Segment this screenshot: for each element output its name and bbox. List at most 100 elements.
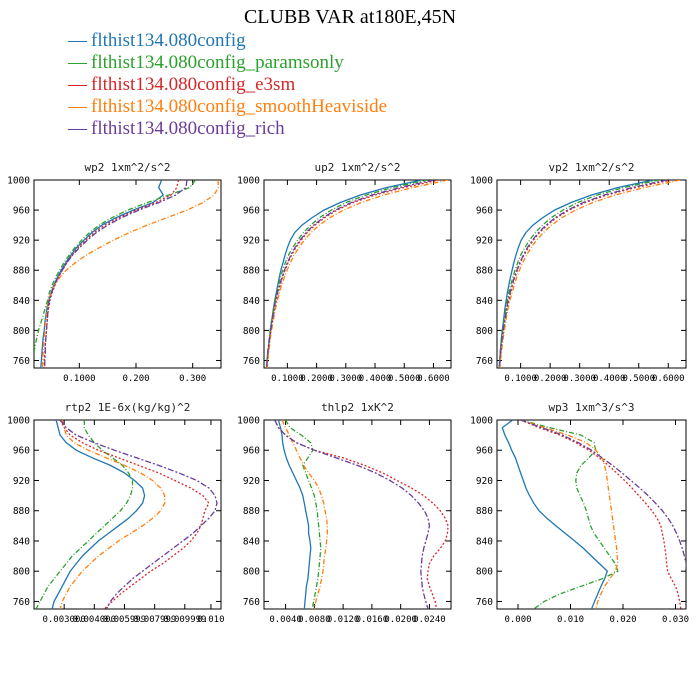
x-tick-label: 0.1000 (63, 374, 96, 384)
x-tick-label: 0.3000 (330, 374, 363, 384)
x-tick-label: 0.4000 (593, 374, 626, 384)
y-tick-label: 840 (243, 536, 260, 547)
series-line (274, 420, 431, 609)
y-tick-label: 760 (243, 356, 260, 367)
y-tick-label: 760 (13, 356, 30, 367)
y-tick-label: 880 (243, 266, 260, 277)
series-line (51, 420, 146, 609)
x-tick-label: 0.003000 (42, 615, 85, 625)
y-tick-label: 840 (13, 536, 30, 547)
y-tick-label: 1000 (470, 416, 493, 427)
series-line (498, 180, 654, 368)
panel-title: wp2 1xm^2/s^2 (84, 161, 170, 174)
y-tick-label: 960 (476, 206, 493, 217)
x-tick-label: 0.5000 (388, 374, 421, 384)
x-tick-label: 0.2000 (534, 374, 567, 384)
series-line (59, 420, 210, 609)
series-line (59, 420, 218, 609)
x-tick-label: 0.3000 (563, 374, 596, 384)
series-line (40, 180, 165, 368)
y-tick-label: 1000 (237, 416, 260, 427)
legend-item-rich: — flthist134.080config_rich (68, 118, 387, 140)
y-tick-label: 880 (243, 506, 260, 517)
series-line (499, 180, 672, 368)
y-tick-label: 920 (13, 236, 30, 247)
panel-1: up2 1xm^2/s^2 760 800 840 880 920 960 1000 0.100… (237, 161, 452, 384)
x-tick-label: 0.5000 (622, 374, 655, 384)
x-tick-label: 0.2000 (300, 374, 333, 384)
series-line (59, 420, 166, 609)
x-tick-label: 0.1000 (271, 374, 304, 384)
y-tick-label: 800 (13, 567, 30, 578)
legend-label: flthist134.080config (91, 30, 246, 51)
y-tick-label: 1000 (7, 176, 30, 187)
y-tick-label: 880 (476, 506, 493, 517)
x-tick-label: 0.0040 (269, 615, 302, 625)
y-tick-label: 1000 (7, 416, 30, 427)
series-line (274, 420, 449, 609)
y-tick-label: 920 (243, 236, 260, 247)
y-tick-label: 880 (13, 506, 30, 517)
x-tick-label: 0.0160 (356, 615, 389, 625)
series-line (498, 180, 660, 368)
x-tick-label: 0.200 (122, 374, 149, 384)
x-tick-label: 0.005999 (103, 615, 146, 625)
legend: — flthist134.080config — flthist134.080con… (68, 30, 387, 140)
x-tick-label: 0.0240 (413, 615, 446, 625)
legend-item-smoothheaviside: — flthist134.080config_smoothHeaviside (68, 96, 387, 118)
panel-title: wp3 1xm^3/s^3 (548, 401, 634, 414)
series-line (501, 420, 609, 609)
panel-title: thlp2 1xK^2 (321, 401, 394, 414)
x-tick-label: 0.0080 (298, 615, 331, 625)
legend-item-paramsonly: — flthist134.080config_paramsonly (68, 52, 387, 74)
y-tick-label: 760 (476, 597, 493, 608)
y-tick-label: 800 (243, 567, 260, 578)
plot-frame (33, 179, 222, 369)
y-tick-label: 960 (13, 206, 30, 217)
x-tick-label: 0.004000 (73, 615, 116, 625)
series-line (285, 420, 322, 609)
x-tick-label: 0.6000 (652, 374, 685, 384)
series-line (498, 180, 667, 368)
series-line (266, 180, 440, 368)
x-tick-label: 0.007999 (133, 615, 176, 625)
legend-label: flthist134.080config_rich (91, 118, 285, 139)
series-line (35, 420, 134, 609)
x-tick-label: 0.0120 (327, 615, 360, 625)
y-tick-label: 920 (476, 476, 493, 487)
panel-title: up2 1xm^2/s^2 (314, 161, 400, 174)
legend-swatch: — (68, 96, 87, 117)
y-tick-label: 920 (243, 476, 260, 487)
plot-frame (33, 419, 222, 610)
legend-swatch: — (68, 30, 87, 51)
y-tick-label: 840 (476, 296, 493, 307)
legend-item-config: — flthist134.080config (68, 30, 387, 52)
y-tick-label: 880 (476, 266, 493, 277)
series-line (43, 180, 180, 368)
x-tick-label: 0.020 (609, 615, 636, 625)
y-tick-label: 880 (13, 266, 30, 277)
x-tick-label: 0.030 (662, 615, 689, 625)
legend-swatch: — (68, 74, 87, 95)
panel-title: vp2 1xm^2/s^2 (548, 161, 634, 174)
panel-2: vp2 1xm^2/s^2 760 800 840 880 920 960 1000 0.100… (470, 161, 687, 384)
panel-3: rtp2 1E-6x(kg/kg)^2 760 800 840 880 920 960 100… (7, 401, 224, 625)
series-line (520, 420, 686, 569)
x-tick-label: 0.010 (557, 615, 584, 625)
y-tick-label: 760 (476, 356, 493, 367)
figure-title: CLUBB VAR at180E,45N (243, 6, 457, 28)
y-tick-label: 840 (13, 296, 30, 307)
legend-swatch: — (68, 118, 87, 139)
panel-title: rtp2 1E-6x(kg/kg)^2 (65, 401, 191, 414)
series-line (265, 180, 434, 368)
y-tick-label: 760 (13, 597, 30, 608)
series-line (44, 180, 188, 368)
x-tick-label: 0.0200 (384, 615, 417, 625)
series-line (265, 180, 422, 368)
series-line (520, 420, 682, 609)
y-tick-label: 1000 (237, 176, 260, 187)
y-tick-label: 840 (476, 536, 493, 547)
series-line (41, 180, 219, 368)
y-tick-label: 800 (476, 326, 493, 337)
y-tick-label: 760 (243, 597, 260, 608)
